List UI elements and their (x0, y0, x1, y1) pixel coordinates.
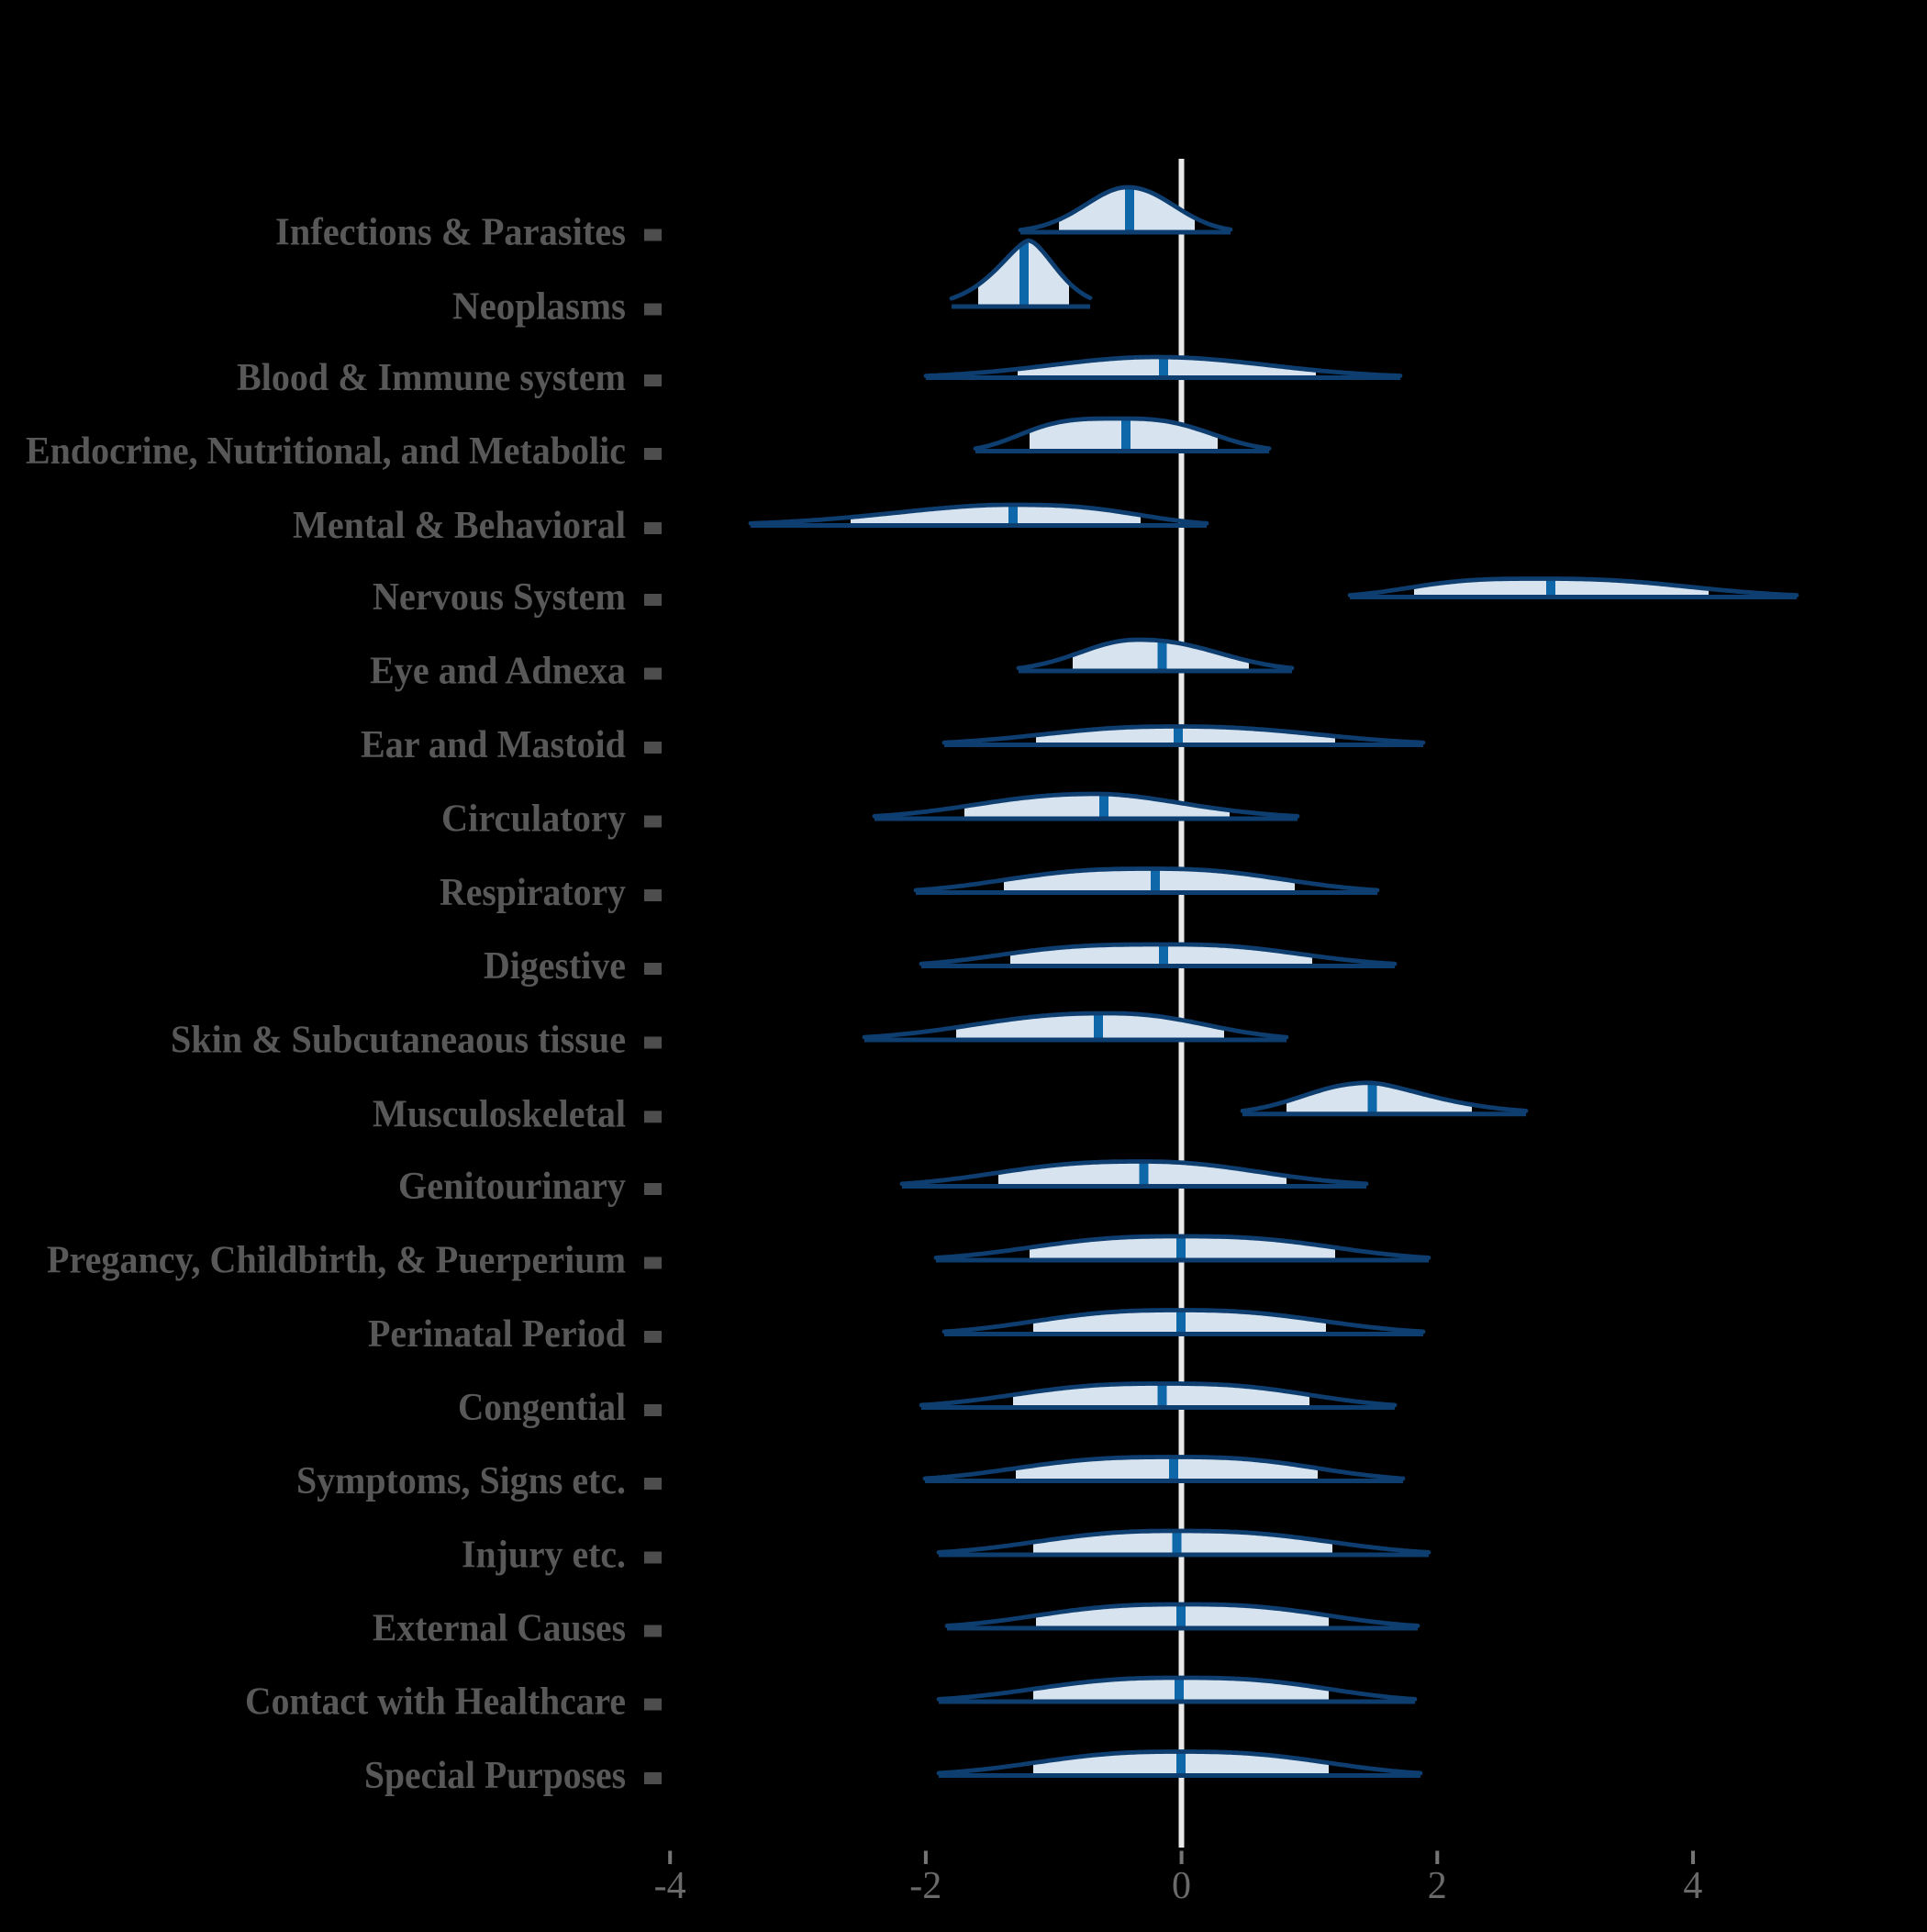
svg-text:4: 4 (1683, 1865, 1702, 1907)
svg-text:2: 2 (1428, 1865, 1447, 1907)
svg-text:Injury etc.: Injury etc. (462, 1535, 626, 1577)
svg-text:-2: -2 (909, 1865, 941, 1907)
svg-text:Respiratory: Respiratory (440, 872, 626, 914)
svg-text:Special Purposes: Special Purposes (364, 1755, 626, 1797)
svg-text:Congential: Congential (458, 1387, 626, 1429)
svg-text:Nervous System: Nervous System (373, 576, 626, 619)
svg-text:-4: -4 (654, 1865, 686, 1907)
svg-text:Pregancy, Childbirth, & Puerpe: Pregancy, Childbirth, & Puerperium (47, 1240, 626, 1282)
svg-text:Blood & Immune system: Blood & Immune system (237, 357, 626, 399)
svg-text:Circulatory: Circulatory (441, 798, 626, 841)
svg-text:External Causes: External Causes (373, 1608, 626, 1650)
svg-text:Musculoskeletal: Musculoskeletal (373, 1093, 626, 1135)
svg-text:Perinatal Period: Perinatal Period (368, 1313, 626, 1356)
svg-text:Endocrine, Nutritional, and Me: Endocrine, Nutritional, and Metabolic (26, 430, 626, 473)
svg-text:Digestive: Digestive (484, 945, 626, 988)
svg-text:Contact with Healthcare: Contact with Healthcare (245, 1681, 626, 1724)
svg-text:Infections & Parasites: Infections & Parasites (275, 212, 626, 254)
svg-text:Skin & Subcutaneaous tissue: Skin & Subcutaneaous tissue (171, 1020, 626, 1062)
svg-text:Neoplasms: Neoplasms (452, 286, 626, 329)
svg-text:0: 0 (1172, 1865, 1191, 1907)
svg-text:Mental & Behavioral: Mental & Behavioral (293, 505, 626, 547)
svg-text:Eye and Adnexa: Eye and Adnexa (370, 651, 626, 693)
svg-text:Ear and Mastoid: Ear and Mastoid (361, 724, 626, 766)
svg-text:Genitourinary: Genitourinary (398, 1166, 626, 1208)
svg-text:Symptoms, Signs etc.: Symptoms, Signs etc. (296, 1460, 626, 1502)
